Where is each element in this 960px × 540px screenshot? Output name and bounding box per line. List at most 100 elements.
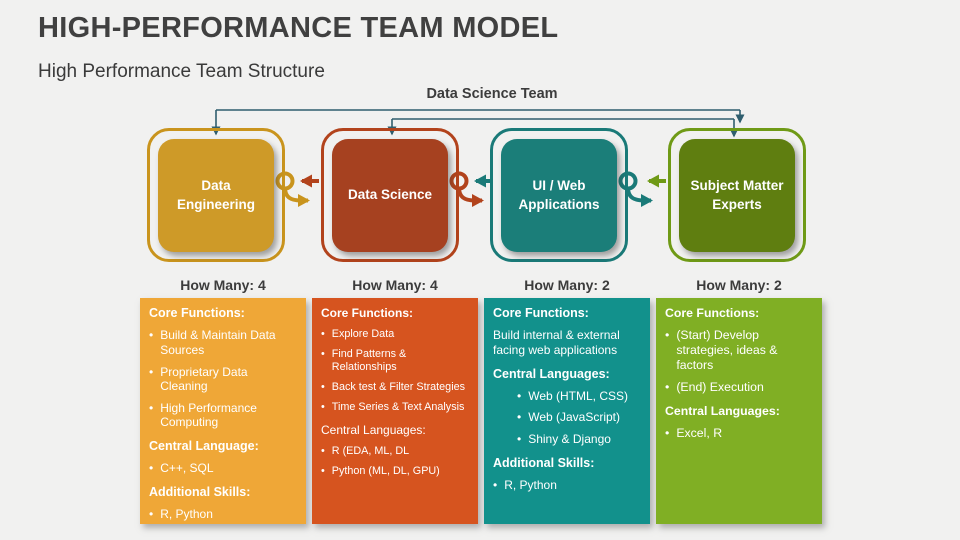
arrow-curve-right-icon (457, 187, 484, 207)
bullet-item: • R (EDA, ML, DL (321, 445, 469, 458)
how-many-label: How Many: 4 (352, 277, 438, 293)
bullet-text: Explore Data (331, 327, 395, 340)
bullet-text: Proprietary Data Cleaning (160, 364, 248, 394)
bullet-item: • Find Patterns & Relationships (321, 348, 469, 374)
panel-heading: Core Functions: (493, 306, 589, 320)
bullet-dot: • (517, 432, 522, 446)
page-subtitle: High Performance Team Structure (38, 61, 325, 82)
bullet-dot: • (321, 445, 325, 458)
team-label: Data Science Team (426, 86, 558, 102)
bullet-dot: • (149, 461, 154, 476)
bullet-item: • Shiny & Django (517, 432, 641, 447)
bullet-dot: • (665, 328, 670, 342)
bullet-text: Python (ML, DL, GPU) (331, 465, 440, 478)
panel-text: Build internal & external facing web app… (493, 328, 620, 357)
panel-heading: Additional Skills: (493, 455, 595, 470)
bullet-item: • (Start) Develop strategies, ideas & fac… (665, 328, 813, 373)
panel-heading: Additional Skills: (149, 484, 251, 499)
bullet-item: • R, Python (493, 478, 641, 493)
team-box-data-engineering: Data Engineering (158, 139, 274, 252)
bullet-item: • R, Python (149, 507, 297, 522)
bullet-dot: • (321, 327, 325, 340)
link-engineering-science (275, 171, 319, 207)
how-many-label: How Many: 2 (696, 277, 782, 293)
panel-heading: Core Functions: (149, 306, 245, 320)
panel-subject-matter-experts: Core Functions: • (Start) Develop strategi… (656, 298, 822, 524)
page-title: HIGH-PERFORMANCE TEAM MODEL (38, 12, 559, 44)
panel-heading: Core Functions: (321, 306, 413, 320)
panel-subheading: Central Languages: (321, 423, 426, 438)
panel-data-engineering: Core Functions: • Build & Maintain Data So… (140, 298, 306, 524)
bullet-item: • Proprietary Data Cleaning (149, 365, 297, 394)
bullet-dot: • (321, 381, 325, 394)
bullet-item: • Python (ML, DL, GPU) (321, 465, 469, 478)
bullet-text: (Start) Develop strategies, ideas & fact… (676, 328, 778, 372)
bullet-text: Web (HTML, CSS) (528, 388, 628, 403)
bullet-item: • Web (JavaScript) (517, 410, 641, 425)
bullet-dot: • (517, 410, 522, 425)
bullet-dot: • (321, 401, 325, 414)
bullet-dot: • (149, 328, 154, 343)
how-many-label: How Many: 2 (524, 277, 610, 293)
team-box-label: Subject Matter Experts (690, 178, 784, 212)
bullet-text: C++, SQL (160, 461, 214, 476)
bullet-text: R (EDA, ML, DL (331, 445, 410, 458)
bullet-item: • Excel, R (665, 426, 813, 441)
team-box-subject-matter-experts: Subject Matter Experts (679, 139, 795, 252)
team-box-outline (321, 128, 459, 262)
bullet-text: High Performance Computing (160, 400, 257, 430)
bullet-dot: • (321, 465, 325, 478)
bullet-item: • Web (HTML, CSS) (517, 389, 641, 404)
bullet-text: (End) Execution (676, 380, 764, 394)
team-box-outline (668, 128, 806, 262)
bullet-text: Build & Maintain Data Sources (160, 328, 276, 357)
team-box-label: Data Engineering (176, 178, 255, 212)
bullet-text: Time Series & Text Analysis (331, 401, 465, 414)
bullet-item: • High Performance Computing (149, 401, 297, 430)
bullet-item: • Back test & Filter Strategies (321, 381, 469, 394)
bullet-item: • Time Series & Text Analysis (321, 401, 469, 414)
bullet-text: Shiny & Django (528, 432, 611, 446)
panel-ui-web-applications: Core Functions: Build internal & external… (484, 298, 650, 524)
bullet-dot: • (321, 347, 325, 360)
bullet-dot: • (149, 364, 154, 379)
bullet-item: • Build & Maintain Data Sources (149, 328, 297, 357)
bullet-item: • (End) Execution (665, 380, 813, 395)
bullet-text: R, Python (160, 507, 213, 522)
arrow-curve-right-icon (283, 187, 310, 207)
bullet-dot: • (517, 388, 522, 403)
bullet-text: Web (JavaScript) (528, 410, 621, 425)
link-uiweb-sme (618, 171, 666, 207)
bullet-text: Excel, R (676, 426, 723, 440)
team-box-label: UI / Web Applications (518, 178, 600, 212)
bullet-text: Find Patterns & Relationships (331, 347, 407, 373)
bullet-text: Back test & Filter Strategies (331, 381, 465, 394)
bullet-dot: • (665, 426, 670, 440)
how-many-label: How Many: 4 (180, 277, 266, 293)
panel-heading: Central Languages: (493, 366, 610, 381)
panel-data-science: Core Functions: • Explore Data • Find Patter… (312, 298, 478, 524)
team-box-outline (147, 128, 285, 262)
bullet-dot: • (493, 477, 498, 492)
panel-heading: Central Languages: (665, 404, 780, 418)
team-box-outline (490, 128, 628, 262)
bullet-dot: • (149, 507, 154, 522)
team-bracket-lower (387, 118, 739, 138)
bullet-dot: • (149, 400, 154, 415)
team-box-ui-web-applications: UI / Web Applications (501, 139, 617, 252)
arrow-curve-right-icon (626, 187, 653, 207)
bullet-dot: • (665, 380, 670, 394)
bullet-text: R, Python (504, 477, 557, 492)
panel-heading: Central Language: (149, 439, 259, 453)
bullet-item: • Explore Data (321, 328, 469, 341)
panel-heading: Core Functions: (665, 306, 760, 320)
team-box-label: Data Science (347, 187, 433, 203)
bullet-item: • C++, SQL (149, 461, 297, 476)
team-box-data-science: Data Science (332, 139, 448, 252)
